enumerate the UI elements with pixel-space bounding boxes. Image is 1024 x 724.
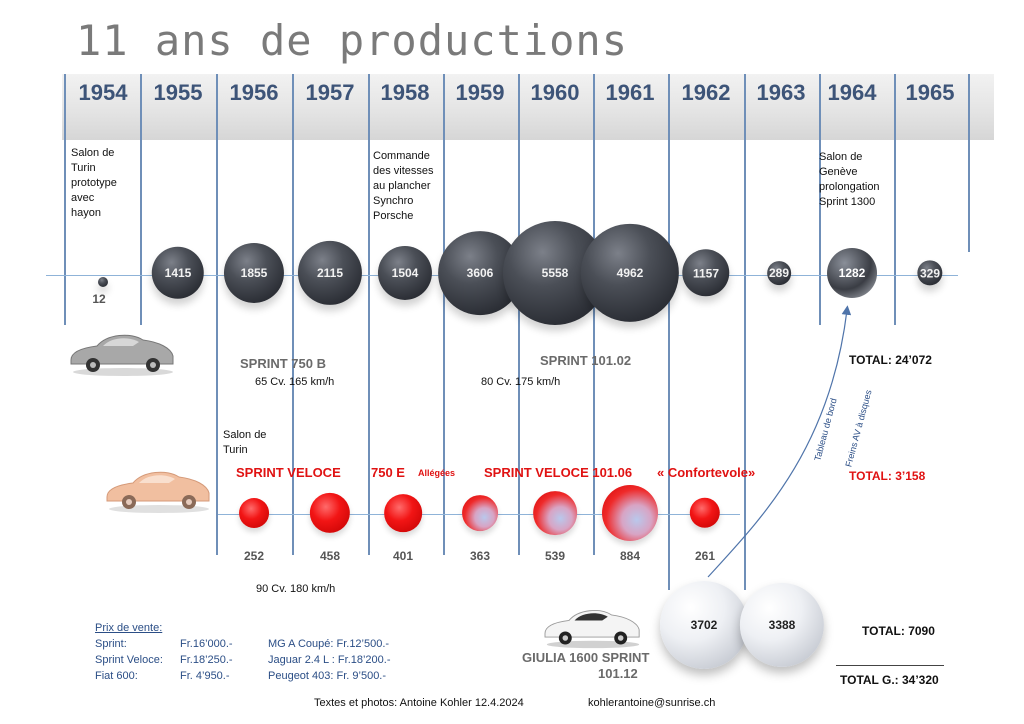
label-giulia: GIULIA 1600 SPRINT (522, 650, 650, 665)
label-sprint-750b-perf: 65 Cv. 165 km/h (255, 376, 335, 388)
price-name-0: Sprint: (95, 638, 127, 650)
bubble-sprint-1962: 1157 (682, 249, 730, 297)
bubble-veloce-1958 (384, 494, 422, 532)
year-separator (64, 74, 66, 325)
bubble-veloce-1959 (462, 495, 498, 531)
prices-heading: Prix de vente: (95, 622, 163, 634)
label-sprint-750b: SPRINT 750 B (240, 356, 326, 371)
year-separator (292, 74, 294, 555)
price-value-1: Fr.18’250.- (180, 654, 233, 666)
bubble-sprint-1964: 1282 (827, 248, 877, 298)
year-label-1956: 1956 (229, 80, 279, 105)
bubble-sprint-1954 (98, 277, 108, 287)
price-value-2: Fr. 4’950.- (180, 670, 230, 682)
label-sprint-veloce: SPRINT VELOCE (236, 465, 341, 480)
value-veloce-1961: 884 (619, 549, 641, 563)
total-sprint: TOTAL: 24’072 (849, 353, 932, 367)
bubble-sprint-1965: 329 (917, 260, 943, 286)
bubble-veloce-1962 (689, 497, 721, 529)
car-sprint-gray-icon (70, 334, 174, 376)
year-label-1963: 1963 (756, 80, 806, 105)
value-veloce-1959: 363 (469, 549, 491, 563)
grand-total-rule (836, 665, 944, 666)
total-veloce: TOTAL: 3’158 (849, 469, 926, 483)
year-separator (368, 74, 370, 555)
label-sprint-10102-perf: 80 Cv. 175 km/h (481, 376, 561, 388)
year-label-1958: 1958 (380, 80, 430, 105)
year-separator (443, 74, 445, 555)
bubble-veloce-1960 (533, 491, 577, 535)
total-giulia: TOTAL: 7090 (862, 624, 935, 638)
value-veloce-1960: 539 (544, 549, 566, 563)
label-allegees: Allégées (418, 468, 456, 478)
bubble-sprint-1955: 1415 (151, 246, 205, 300)
year-label-1961: 1961 (605, 80, 655, 105)
price-name-2: Fiat 600: (95, 670, 138, 682)
note-1964: Salon de Genève prolongation Sprint 1300 (819, 151, 880, 208)
year-separator (744, 74, 746, 590)
year-label-1964: 1964 (827, 80, 877, 105)
year-label-1959: 1959 (455, 80, 505, 105)
price-comp-1: Jaguar 2.4 L : Fr.18’200.- (268, 654, 391, 666)
bubble-giulia-1962: 3702 (660, 581, 748, 669)
value-veloce-1956: 252 (243, 549, 265, 563)
bubble-sprint-1963: 289 (767, 261, 791, 285)
bubble-sprint-1956: 1855 (223, 242, 285, 304)
label-sprint-veloce-10106: SPRINT VELOCE 101.06 (484, 465, 633, 480)
year-separator (894, 74, 896, 325)
year-separator (968, 74, 970, 252)
value-veloce-1958: 401 (392, 549, 414, 563)
footer-email: kohlerantoine@sunrise.ch (588, 697, 716, 709)
bubble-giulia-1963: 3388 (739, 582, 825, 668)
note-1958: Commande des vitesses au plancher Synchr… (373, 150, 434, 222)
year-label-1957: 1957 (305, 80, 355, 105)
value-sprint-1954: 12 (92, 292, 106, 306)
year-separator (518, 74, 520, 555)
year-label-1965: 1965 (905, 80, 955, 105)
year-separator (819, 74, 821, 325)
bubble-veloce-1957 (309, 492, 351, 534)
label-750e: 750 E (371, 465, 405, 480)
price-name-1: Sprint Veloce: (95, 654, 163, 666)
bubble-sprint-1957: 2115 (297, 240, 363, 306)
bubble-sprint-1958: 1504 (377, 245, 433, 301)
year-separator (668, 74, 670, 590)
label-giulia-code: 101.12 (598, 666, 638, 681)
car-veloce-peach-icon (106, 471, 210, 513)
label-sprint-10102: SPRINT 101.02 (540, 353, 632, 368)
price-comp-2: Peugeot 403: Fr. 9’500.- (268, 670, 387, 682)
year-label-1955: 1955 (153, 80, 203, 105)
note-1954: Salon de Turin prototype avec hayon (71, 147, 117, 219)
year-separator (216, 74, 218, 555)
label-veloce-perf: 90 Cv. 180 km/h (256, 583, 336, 595)
year-label-1960: 1960 (530, 80, 580, 105)
value-veloce-1962: 261 (694, 549, 716, 563)
arrow-tableau (707, 305, 852, 578)
year-separator (593, 74, 595, 555)
year-label-1954: 1954 (78, 80, 128, 105)
bubble-veloce-1961 (602, 485, 658, 541)
bubble-veloce-1956 (239, 498, 269, 528)
car-giulia-white-icon (544, 610, 640, 649)
note-1956-veloce: Salon de Turin (223, 429, 267, 456)
year-separator (140, 74, 142, 325)
price-comp-0: MG A Coupé: Fr.12’500.- (268, 638, 390, 650)
value-veloce-1957: 458 (319, 549, 341, 563)
price-value-0: Fr.16’000.- (180, 638, 233, 650)
footer-credits: Textes et photos: Antoine Kohler 12.4.20… (314, 697, 524, 709)
label-confortevole: « Confortevole» (657, 465, 756, 480)
year-label-1962: 1962 (681, 80, 731, 105)
grand-total: TOTAL G.: 34’320 (840, 673, 939, 687)
bubble-sprint-1961: 4962 (580, 223, 680, 323)
page-title: 11 ans de productions (76, 16, 629, 65)
